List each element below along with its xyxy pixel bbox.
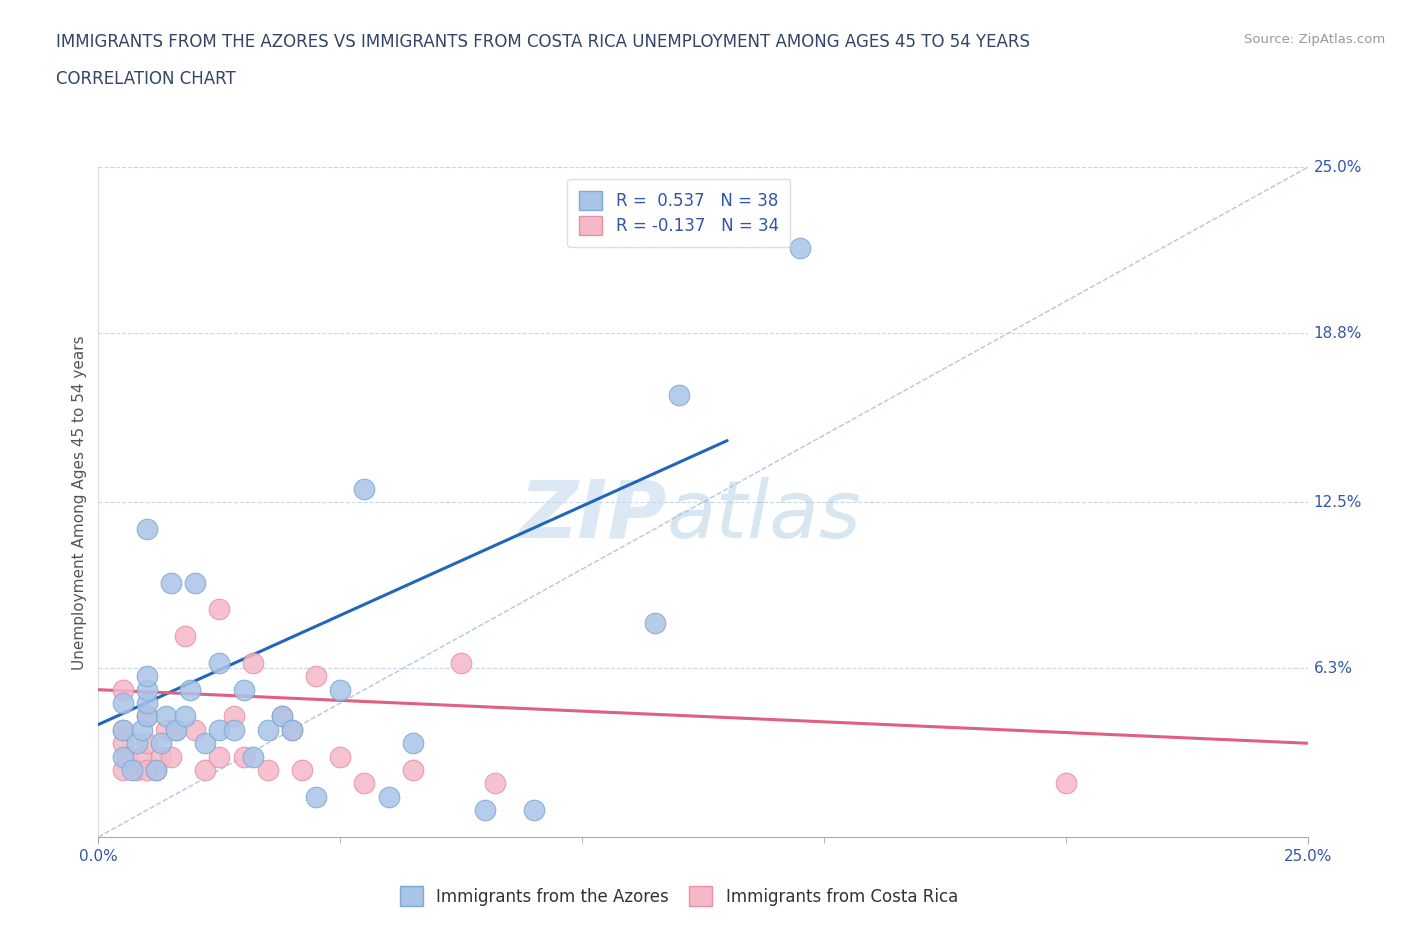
Point [789, 240, 811, 255]
Point [256, 763, 278, 777]
Point [208, 602, 231, 617]
Point [256, 723, 278, 737]
Point [242, 750, 264, 764]
Point [155, 723, 177, 737]
Point [523, 803, 546, 817]
Point [281, 723, 304, 737]
Text: 18.8%: 18.8% [1313, 326, 1362, 341]
Legend: Immigrants from the Azores, Immigrants from Costa Rica: Immigrants from the Azores, Immigrants f… [389, 876, 967, 916]
Point [377, 790, 399, 804]
Point [305, 790, 328, 804]
Point [305, 669, 328, 684]
Point [135, 709, 157, 724]
Point [165, 723, 187, 737]
Point [222, 723, 245, 737]
Point [402, 763, 425, 777]
Point [111, 696, 134, 711]
Text: 25.0%: 25.0% [1313, 160, 1362, 175]
Point [194, 763, 217, 777]
Point [329, 683, 352, 698]
Y-axis label: Unemployment Among Ages 45 to 54 years: Unemployment Among Ages 45 to 54 years [72, 335, 87, 670]
Point [145, 763, 167, 777]
Point [160, 575, 183, 590]
Text: ZIP: ZIP [519, 476, 666, 554]
Point [160, 750, 183, 764]
Point [208, 750, 231, 764]
Point [353, 776, 375, 790]
Point [174, 629, 197, 644]
Text: Source: ZipAtlas.com: Source: ZipAtlas.com [1244, 33, 1385, 46]
Point [184, 575, 207, 590]
Point [111, 723, 134, 737]
Text: atlas: atlas [666, 476, 862, 554]
Point [402, 736, 425, 751]
Text: 6.3%: 6.3% [1313, 660, 1353, 676]
Point [111, 750, 134, 764]
Point [111, 723, 134, 737]
Point [644, 616, 666, 631]
Text: IMMIGRANTS FROM THE AZORES VS IMMIGRANTS FROM COSTA RICA UNEMPLOYMENT AMONG AGES: IMMIGRANTS FROM THE AZORES VS IMMIGRANTS… [56, 33, 1031, 50]
Point [208, 723, 231, 737]
Point [127, 763, 149, 777]
Point [131, 750, 153, 764]
Point [121, 763, 143, 777]
Text: 12.5%: 12.5% [1313, 495, 1362, 510]
Point [232, 750, 254, 764]
Point [111, 683, 134, 698]
Point [484, 776, 506, 790]
Point [450, 656, 472, 671]
Point [135, 683, 157, 698]
Point [155, 709, 177, 724]
Point [194, 736, 217, 751]
Point [135, 669, 157, 684]
Point [281, 723, 304, 737]
Point [165, 723, 187, 737]
Point [131, 723, 153, 737]
Point [668, 388, 690, 403]
Point [111, 763, 134, 777]
Point [1054, 776, 1077, 790]
Point [271, 709, 294, 724]
Point [232, 683, 254, 698]
Point [474, 803, 496, 817]
Point [208, 656, 231, 671]
Point [184, 723, 207, 737]
Point [127, 736, 149, 751]
Point [135, 736, 157, 751]
Point [117, 750, 139, 764]
Point [150, 736, 173, 751]
Text: CORRELATION CHART: CORRELATION CHART [56, 70, 236, 87]
Point [242, 656, 264, 671]
Point [271, 709, 294, 724]
Point [179, 683, 201, 698]
Point [145, 763, 167, 777]
Point [111, 736, 134, 751]
Point [135, 763, 157, 777]
Point [353, 482, 375, 497]
Point [150, 750, 173, 764]
Point [135, 709, 157, 724]
Point [222, 709, 245, 724]
Point [174, 709, 197, 724]
Point [135, 696, 157, 711]
Point [135, 522, 157, 537]
Point [290, 763, 312, 777]
Point [329, 750, 352, 764]
